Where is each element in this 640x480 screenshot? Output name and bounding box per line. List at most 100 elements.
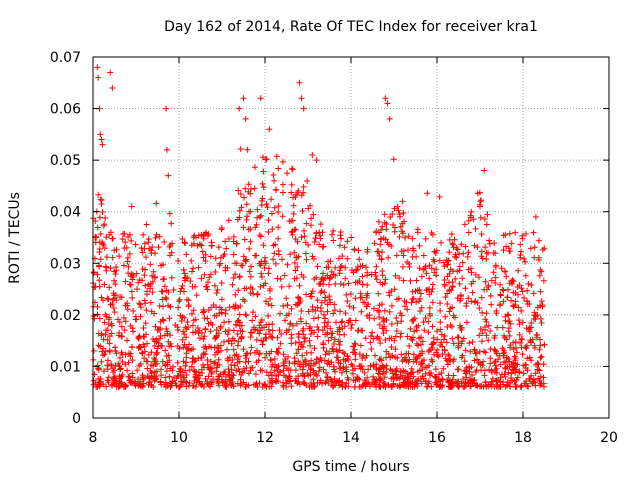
data-point <box>116 362 123 369</box>
data-point <box>190 240 197 247</box>
data-point <box>428 369 435 376</box>
data-point <box>416 265 423 272</box>
data-point <box>98 294 105 301</box>
data-point <box>519 232 526 239</box>
data-point <box>440 365 447 372</box>
data-point <box>221 369 228 376</box>
data-point <box>303 256 310 263</box>
data-point <box>99 239 106 246</box>
data-point <box>465 217 472 224</box>
data-point <box>235 304 242 311</box>
data-point <box>288 189 295 196</box>
data-point <box>411 328 418 335</box>
data-point <box>392 368 399 375</box>
data-point <box>313 157 320 164</box>
data-point <box>336 242 343 249</box>
data-point <box>330 310 337 317</box>
data-point <box>161 275 168 282</box>
data-point <box>398 330 405 337</box>
data-point <box>506 230 513 237</box>
data-point <box>473 350 480 357</box>
data-point <box>523 345 530 352</box>
data-point <box>507 297 514 304</box>
data-point <box>478 338 485 345</box>
data-point <box>218 279 225 286</box>
data-point <box>109 301 116 307</box>
data-point <box>305 362 312 369</box>
data-point <box>358 308 365 315</box>
data-point <box>491 240 498 247</box>
data-point <box>506 358 513 365</box>
data-point <box>458 241 465 248</box>
data-point <box>449 240 456 247</box>
data-point <box>142 320 149 327</box>
data-point <box>373 276 380 283</box>
data-point <box>435 353 442 360</box>
data-point <box>476 305 483 312</box>
data-point <box>158 288 165 295</box>
data-point <box>339 318 346 325</box>
data-point <box>288 217 295 224</box>
data-point <box>425 318 432 325</box>
data-point <box>485 249 492 256</box>
data-point <box>306 325 313 332</box>
data-point <box>166 373 173 380</box>
data-point <box>439 343 446 350</box>
data-point <box>179 235 186 242</box>
data-point <box>105 296 112 303</box>
data-point <box>91 315 98 322</box>
data-point <box>322 351 329 358</box>
data-point <box>420 357 427 364</box>
data-point <box>376 377 383 384</box>
data-point <box>471 299 478 306</box>
data-point <box>305 372 312 379</box>
data-point <box>403 299 410 306</box>
data-point <box>441 333 448 340</box>
data-point <box>152 360 159 367</box>
data-point <box>510 302 517 309</box>
data-point <box>241 285 248 292</box>
data-point <box>189 322 196 329</box>
data-point <box>348 325 355 332</box>
data-point <box>482 278 489 285</box>
data-point <box>245 382 252 389</box>
data-point <box>193 292 200 299</box>
data-point <box>275 203 282 210</box>
data-point <box>344 355 351 362</box>
data-point <box>165 172 172 179</box>
data-point <box>236 358 243 365</box>
data-point <box>525 326 532 333</box>
data-point <box>286 360 293 367</box>
data-point <box>473 381 480 388</box>
data-point <box>277 276 284 283</box>
data-point <box>499 286 506 293</box>
data-point <box>421 327 428 334</box>
data-point <box>409 296 416 303</box>
data-point <box>374 335 381 342</box>
data-point <box>249 317 256 324</box>
data-point <box>260 184 267 191</box>
data-point <box>129 294 136 301</box>
data-point <box>119 358 126 365</box>
data-point <box>110 375 117 382</box>
data-point <box>302 335 309 342</box>
data-point <box>122 239 129 246</box>
data-point <box>447 305 454 312</box>
data-point <box>419 360 426 367</box>
data-point <box>405 247 412 254</box>
data-point <box>374 333 381 340</box>
data-point <box>162 362 169 369</box>
data-point <box>166 252 173 259</box>
data-point <box>319 244 326 251</box>
data-point <box>210 375 217 382</box>
data-point <box>336 270 343 277</box>
data-point <box>259 180 266 187</box>
data-point <box>144 365 151 372</box>
data-point <box>417 361 424 368</box>
data-point <box>394 320 401 327</box>
data-point <box>227 376 234 383</box>
data-point <box>527 337 534 344</box>
data-point <box>381 374 388 381</box>
data-point <box>451 356 458 363</box>
data-point <box>230 251 237 258</box>
